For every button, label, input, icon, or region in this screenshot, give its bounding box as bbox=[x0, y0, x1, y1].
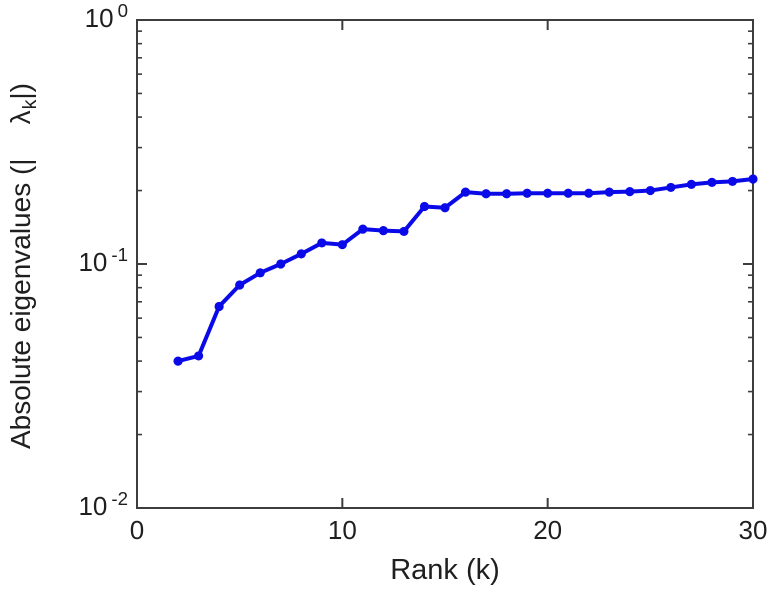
y-tick-base: 10 bbox=[78, 247, 108, 277]
data-point-marker bbox=[214, 301, 224, 312]
data-point-marker bbox=[378, 226, 388, 236]
y-tick-exponent: -1 bbox=[111, 243, 128, 265]
y-tick-label: 10 -1 bbox=[24, 243, 128, 282]
y-tick-exponent: -2 bbox=[111, 487, 128, 509]
lambda-symbol: λ bbox=[5, 110, 36, 125]
data-point-marker bbox=[522, 188, 532, 198]
x-axis-label: Rank (k) bbox=[390, 554, 500, 586]
axes-box bbox=[136, 19, 754, 509]
y-axis-label-suffix: |) bbox=[5, 83, 36, 100]
data-point-marker bbox=[235, 280, 245, 290]
x-tick-label: 0 bbox=[129, 515, 145, 545]
y-tick-label: 10 0 bbox=[24, 0, 128, 38]
data-point-marker bbox=[707, 177, 717, 187]
y-tick-base: 10 bbox=[78, 491, 108, 521]
data-point-marker bbox=[337, 240, 347, 250]
data-point-marker bbox=[543, 188, 553, 198]
data-point-marker bbox=[194, 351, 204, 361]
data-point-marker bbox=[584, 188, 594, 198]
data-point-marker bbox=[358, 224, 368, 234]
x-tick-label: 10 bbox=[327, 515, 357, 545]
lambda-subscript: k bbox=[18, 99, 41, 110]
data-point-marker bbox=[686, 179, 697, 189]
data-point-marker bbox=[481, 189, 491, 199]
data-point-marker bbox=[255, 268, 265, 278]
data-point-marker bbox=[625, 187, 635, 197]
data-point-marker bbox=[645, 185, 655, 196]
data-point-marker bbox=[460, 187, 471, 197]
data-point-marker bbox=[604, 187, 614, 197]
data-point-marker bbox=[666, 182, 676, 193]
x-tick-label: 20 bbox=[533, 515, 563, 545]
y-axis-label-prefix: Absolute eigenvalues (| bbox=[5, 158, 36, 449]
data-point-marker bbox=[399, 226, 409, 237]
x-tick-label: 30 bbox=[738, 515, 768, 545]
data-point-marker bbox=[748, 174, 758, 184]
data-point-marker bbox=[296, 249, 306, 259]
data-point-marker bbox=[727, 176, 738, 187]
data-point-marker bbox=[317, 238, 327, 248]
data-point-marker bbox=[276, 259, 286, 269]
y-tick-exponent: 0 bbox=[117, 0, 128, 21]
data-point-marker bbox=[173, 356, 183, 366]
data-point-marker bbox=[419, 201, 430, 212]
data-point-marker bbox=[440, 203, 450, 213]
y-tick-base: 10 bbox=[84, 3, 114, 33]
eigenvalue-line bbox=[176, 177, 755, 364]
data-point-marker bbox=[563, 188, 573, 198]
y-tick-label: 10 -2 bbox=[24, 487, 128, 526]
data-point-marker bbox=[502, 189, 512, 199]
